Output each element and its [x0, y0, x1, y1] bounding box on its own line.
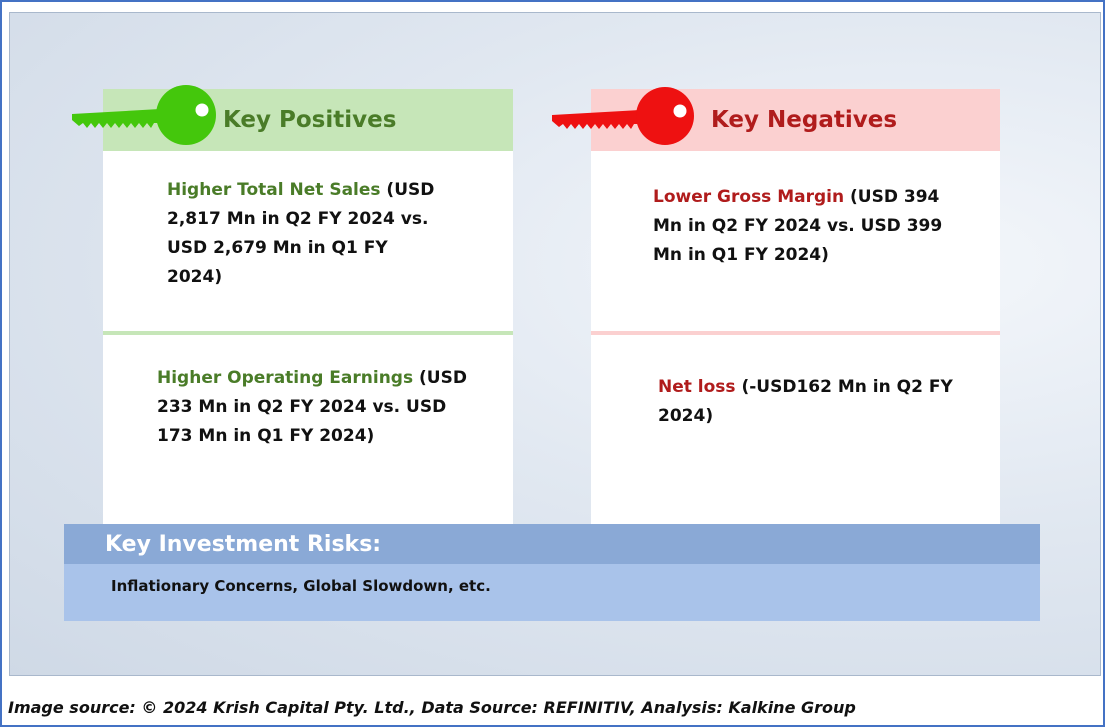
negative-1-lead: Lower Gross Margin — [653, 187, 845, 207]
negative-2-lead: Net loss — [658, 377, 736, 397]
positive-2-line3: 173 Mn in Q1 FY 2024) — [157, 426, 375, 446]
negative-card-2: Net loss (-USD162 Mn in Q2 FY 2024) — [591, 335, 1000, 525]
investment-risks-text: Inflationary Concerns, Global Slowdown, … — [111, 577, 491, 595]
positive-1-line1: (USD — [380, 180, 435, 200]
positive-1-line3: USD 2,679 Mn in Q1 FY — [167, 238, 388, 258]
positive-1-line4: 2024) — [167, 267, 223, 287]
positive-2-lead: Higher Operating Earnings — [157, 368, 414, 388]
negative-1-line2: Mn in Q2 FY 2024 vs. USD 399 — [653, 216, 943, 236]
positive-2-line1: (USD — [413, 368, 467, 388]
negative-card-1: Lower Gross Margin (USD 394 Mn in Q2 FY … — [591, 151, 1000, 335]
positive-1-line2: 2,817 Mn in Q2 FY 2024 vs. — [167, 209, 429, 229]
negative-2-line1: (-USD162 Mn in Q2 FY — [735, 377, 953, 397]
negative-2-line2: 2024) — [658, 406, 714, 426]
investment-risks-body: Inflationary Concerns, Global Slowdown, … — [64, 564, 1040, 621]
green-key-icon — [72, 85, 216, 145]
positive-card-2: Higher Operating Earnings (USD 233 Mn in… — [103, 335, 513, 525]
key-negatives-title: Key Negatives — [711, 107, 898, 133]
investment-risks-header: Key Investment Risks: — [64, 524, 1040, 564]
positive-1-lead: Higher Total Net Sales — [167, 180, 381, 200]
negative-1-line3: Mn in Q1 FY 2024) — [653, 245, 829, 265]
red-key-icon — [552, 87, 694, 145]
negative-1-line1: (USD 394 — [844, 187, 940, 207]
key-positives-title: Key Positives — [223, 107, 397, 133]
positive-2-line2: 233 Mn in Q2 FY 2024 vs. USD — [157, 397, 447, 417]
positive-card-1: Higher Total Net Sales (USD 2,817 Mn in … — [103, 151, 513, 335]
investment-risks-title: Key Investment Risks: — [105, 531, 382, 557]
image-source-caption: Image source: © 2024 Krish Capital Pty. … — [8, 698, 856, 717]
